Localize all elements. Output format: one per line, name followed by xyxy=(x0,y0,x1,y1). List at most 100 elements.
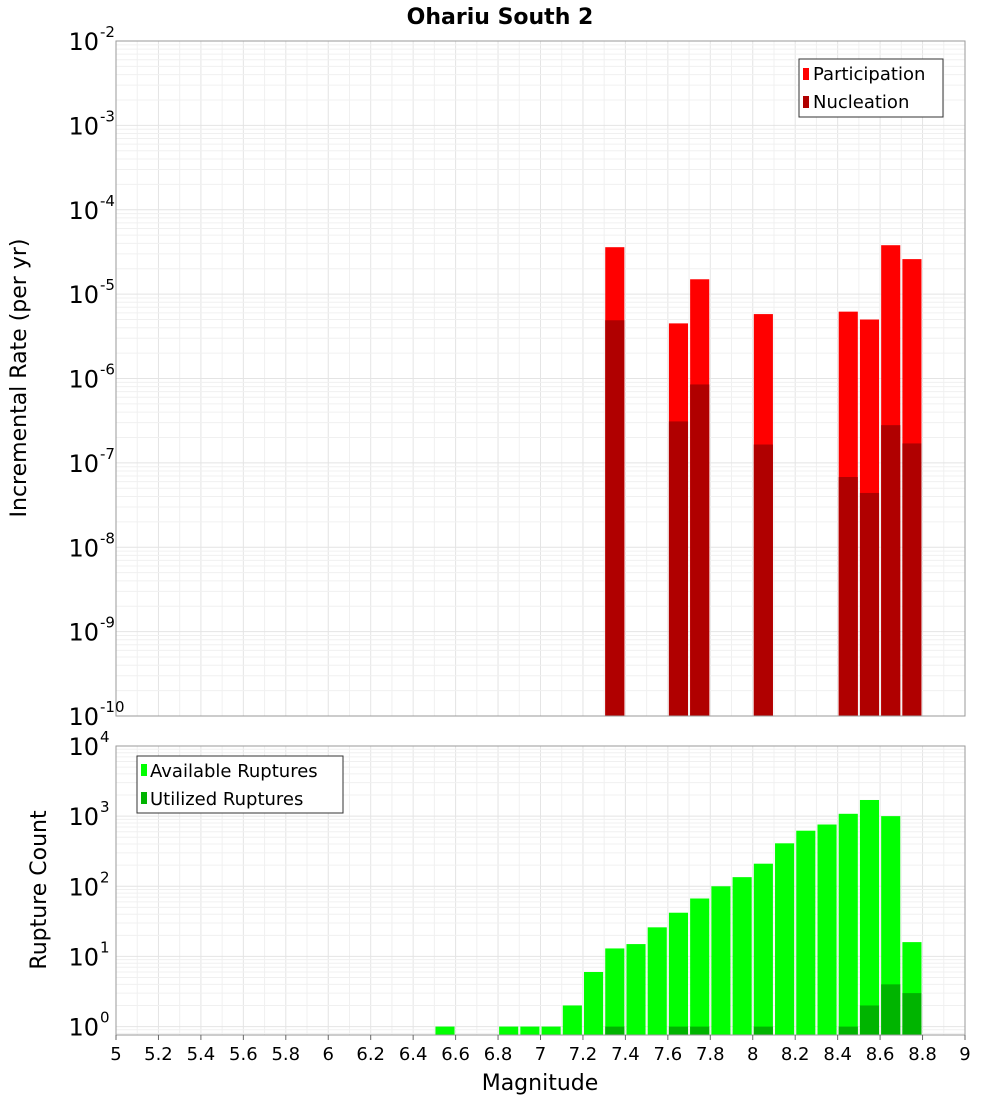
x-tick-label: 5.6 xyxy=(229,1044,258,1065)
count-y-tick-exponent: 2 xyxy=(100,868,110,886)
utilized-ruptures-bar xyxy=(668,1026,689,1035)
available-ruptures-bar xyxy=(690,898,710,1035)
x-tick-label: 5.4 xyxy=(187,1044,216,1065)
x-tick-label: 6.2 xyxy=(356,1044,385,1065)
participation-legend-swatch xyxy=(803,68,809,80)
rate-y-tick-base: 10 xyxy=(68,534,99,562)
x-tick-label: 8.2 xyxy=(781,1044,810,1065)
x-tick-label: 5 xyxy=(110,1044,121,1065)
count-y-tick-base: 10 xyxy=(68,1014,99,1042)
rate-y-tick-exponent: -3 xyxy=(100,107,115,125)
available-ruptures-bar xyxy=(435,1026,455,1035)
count-y-tick-exponent: 3 xyxy=(100,798,110,816)
rate-y-tick-exponent: -8 xyxy=(100,529,115,547)
available-legend-label: Available Ruptures xyxy=(150,761,318,782)
rate-y-tick-exponent: -10 xyxy=(100,698,125,716)
rate-y-tick-exponent: -4 xyxy=(100,192,115,210)
utilized-ruptures-bar xyxy=(859,1005,880,1035)
count-y-tick-base: 10 xyxy=(68,873,99,901)
utilized-ruptures-bar xyxy=(753,1026,773,1035)
nucleation-legend-label: Nucleation xyxy=(813,92,909,113)
rate-y-tick-base: 10 xyxy=(68,450,99,478)
available-ruptures-bar xyxy=(562,1005,582,1035)
available-ruptures-bar xyxy=(584,971,604,1035)
rate-y-tick-exponent: -5 xyxy=(100,276,115,294)
nucleation-bar xyxy=(605,320,625,716)
x-tick-label: 5.2 xyxy=(144,1044,173,1065)
nucleation-bar xyxy=(881,425,901,716)
x-tick-label: 8 xyxy=(747,1044,758,1065)
participation-legend-label: Participation xyxy=(813,64,925,85)
available-ruptures-bar xyxy=(711,886,731,1035)
available-ruptures-bar xyxy=(881,816,901,1035)
rate-legend: Participation Nucleation xyxy=(798,58,944,118)
rate-legend-box xyxy=(798,58,944,118)
rate-y-tick-exponent: -6 xyxy=(100,361,115,379)
x-tick-label: 8.6 xyxy=(866,1044,895,1065)
nucleation-bar xyxy=(902,443,922,716)
nucleation-bar xyxy=(859,492,880,716)
rate-y-tick-base: 10 xyxy=(68,619,99,647)
rate-y-tick-base: 10 xyxy=(68,197,99,225)
utilized-legend-label: Utilized Ruptures xyxy=(150,789,303,810)
rate-y-tick-base: 10 xyxy=(68,28,99,56)
rate-y-tick-base: 10 xyxy=(68,281,99,309)
available-ruptures-bar xyxy=(796,830,816,1035)
x-tick-label: 8.4 xyxy=(823,1044,852,1065)
utilized-ruptures-bar xyxy=(690,1026,710,1035)
rate-y-tick-base: 10 xyxy=(68,112,99,140)
count-y-tick-exponent: 4 xyxy=(100,728,110,746)
rate-plot-frame xyxy=(115,40,966,717)
count-y-axis-label: Rupture Count xyxy=(27,810,52,970)
available-ruptures-bar xyxy=(753,863,773,1035)
x-tick-label: 9 xyxy=(959,1044,970,1065)
available-ruptures-bar xyxy=(859,799,880,1035)
x-tick-label: 6 xyxy=(323,1044,334,1065)
x-tick-label: 7.4 xyxy=(611,1044,640,1065)
x-tick-label: 7.2 xyxy=(569,1044,598,1065)
available-ruptures-bar xyxy=(626,944,646,1035)
available-ruptures-bar xyxy=(520,1026,540,1035)
available-ruptures-bar xyxy=(775,843,795,1035)
magnitude-x-ticks: 5 5.2 5.4 5.6 5.8 6 6.2 6.4 6.6 6.8 7 7.2 7.4 7.6 7.8 8… xyxy=(110,1035,971,1065)
x-tick-label: 7 xyxy=(535,1044,546,1065)
x-tick-label: 6.8 xyxy=(484,1044,513,1065)
nucleation-bar xyxy=(838,477,858,716)
utilized-ruptures-bar xyxy=(838,1026,858,1035)
available-ruptures-bar xyxy=(838,813,858,1035)
x-axis-label: Magnitude xyxy=(482,1071,599,1096)
available-ruptures-bar xyxy=(541,1026,561,1035)
count-y-tick-base: 10 xyxy=(68,943,99,971)
nucleation-bar xyxy=(753,444,773,716)
rate-bars xyxy=(605,245,922,717)
count-y-tick-base: 10 xyxy=(68,733,99,761)
utilized-ruptures-bar xyxy=(881,984,901,1035)
x-tick-label: 7.8 xyxy=(696,1044,725,1065)
rate-y-tick-exponent: -2 xyxy=(100,23,115,41)
count-y-tick-base: 10 xyxy=(68,803,99,831)
available-ruptures-bar xyxy=(668,912,689,1035)
count-legend: Available Ruptures Utilized Ruptures xyxy=(136,755,344,814)
utilized-ruptures-bar xyxy=(605,1026,625,1035)
rate-y-tick-exponent: -9 xyxy=(100,614,115,632)
nucleation-bar xyxy=(690,384,710,716)
rate-y-tick-base: 10 xyxy=(68,366,99,394)
x-tick-label: 5.8 xyxy=(271,1044,300,1065)
x-tick-label: 6.6 xyxy=(441,1044,470,1065)
count-bars xyxy=(435,799,922,1035)
available-ruptures-bar xyxy=(732,877,752,1035)
utilized-ruptures-bar xyxy=(902,993,922,1035)
count-y-tick-exponent: 0 xyxy=(100,1009,110,1027)
available-ruptures-bar xyxy=(605,948,625,1035)
rate-y-tick-exponent: -7 xyxy=(100,445,115,463)
rate-y-axis-label: Incremental Rate (per yr) xyxy=(7,239,32,518)
x-tick-label: 7.6 xyxy=(654,1044,683,1065)
x-tick-label: 6.4 xyxy=(399,1044,428,1065)
nucleation-legend-swatch xyxy=(803,96,809,108)
chart-title: Ohariu South 2 xyxy=(407,5,594,30)
